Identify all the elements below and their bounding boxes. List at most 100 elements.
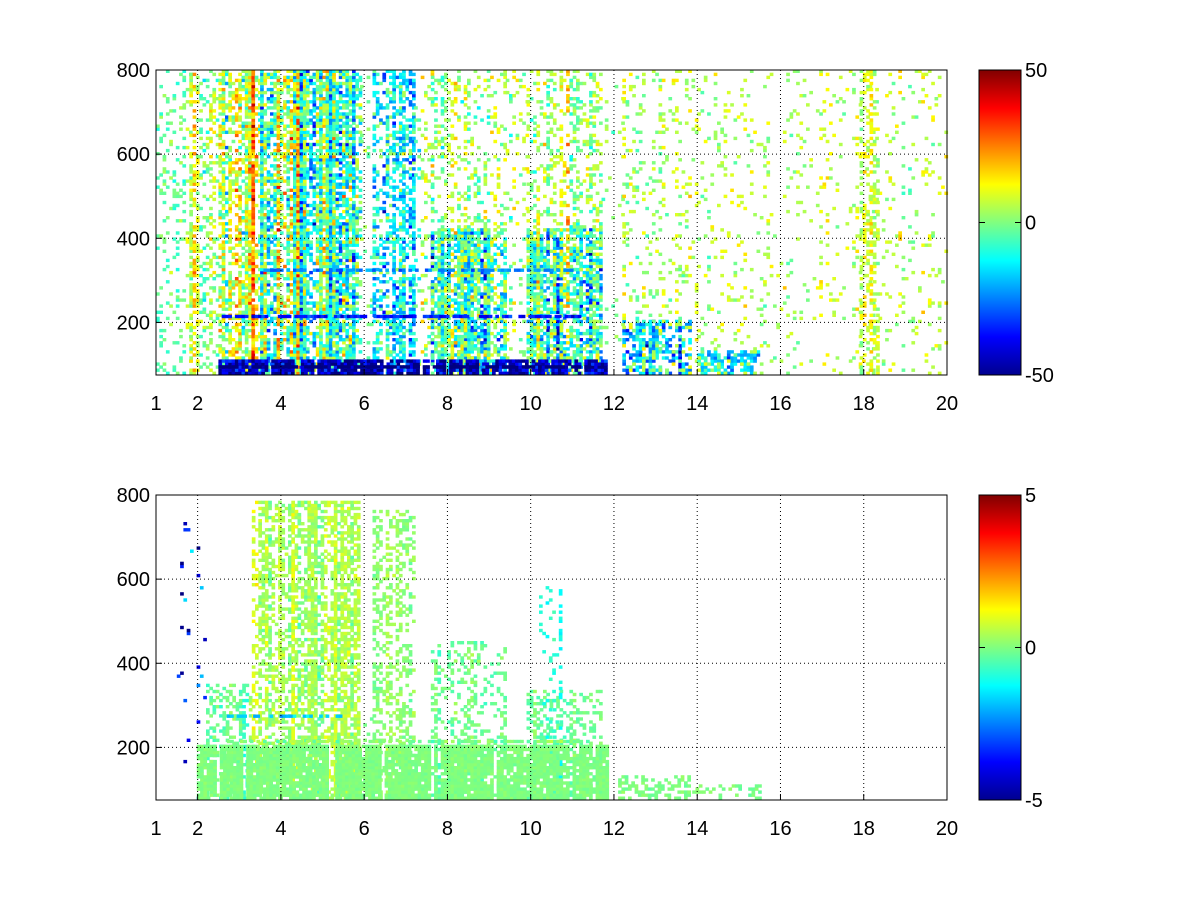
heatmap-cell xyxy=(312,280,317,284)
heatmap-cell xyxy=(457,240,461,244)
heatmap-cell xyxy=(325,231,330,235)
heatmap-cell xyxy=(328,81,333,86)
heatmap-cell xyxy=(270,222,274,226)
heatmap-cell xyxy=(195,75,200,80)
heatmap-cell xyxy=(412,307,416,311)
heatmap-cell xyxy=(182,78,187,83)
heatmap-cell xyxy=(244,334,249,339)
heatmap-cell xyxy=(382,264,387,269)
heatmap-cell xyxy=(260,225,264,229)
heatmap-cell xyxy=(199,249,203,253)
heatmap-cell xyxy=(460,261,465,266)
heatmap-cell xyxy=(296,148,300,153)
heatmap-cell xyxy=(319,191,323,195)
heatmap-cell xyxy=(241,264,246,269)
heatmap-cell xyxy=(296,310,300,314)
heatmap-cell xyxy=(260,273,264,278)
heatmap-cell xyxy=(328,118,333,122)
heatmap-cell xyxy=(440,325,445,330)
heatmap-cell xyxy=(260,124,264,128)
heatmap-cell xyxy=(260,338,264,342)
heatmap-cell xyxy=(234,328,239,333)
heatmap-cell xyxy=(258,194,262,199)
heatmap-cell xyxy=(254,161,259,165)
heatmap-cell xyxy=(486,298,491,302)
heatmap-cell xyxy=(260,234,264,238)
heatmap-cell xyxy=(266,121,271,125)
heatmap-cell xyxy=(332,252,336,256)
heatmap-cell xyxy=(182,69,187,73)
heatmap-cell xyxy=(309,161,313,165)
heatmap-cell xyxy=(260,216,264,220)
heatmap-cell xyxy=(328,112,333,116)
heatmap-cell xyxy=(372,234,377,238)
heatmap-cell xyxy=(162,133,167,138)
heatmap-cell xyxy=(338,325,343,330)
heatmap-cell xyxy=(402,331,406,336)
heatmap-cell xyxy=(325,203,330,208)
heatmap-cell xyxy=(338,94,343,98)
heatmap-cell xyxy=(228,78,232,83)
heatmap-cell xyxy=(312,261,317,266)
heatmap-cell xyxy=(266,72,271,77)
heatmap-cell xyxy=(398,328,403,333)
heatmap-cell xyxy=(299,237,304,241)
heatmap-cell xyxy=(375,267,380,272)
heatmap-cell xyxy=(286,124,291,128)
heatmap-cell xyxy=(490,243,494,247)
heatmap-cell xyxy=(412,298,416,302)
heatmap-cell xyxy=(228,328,232,333)
heatmap-cell xyxy=(305,286,310,290)
heatmap-cell xyxy=(312,200,317,205)
heatmap-cell xyxy=(417,148,422,153)
heatmap-cell xyxy=(460,328,465,333)
heatmap-cell xyxy=(463,261,468,266)
heatmap-cell xyxy=(266,100,271,104)
heatmap-cell xyxy=(372,133,377,138)
heatmap-cell xyxy=(319,280,323,284)
heatmap-cell xyxy=(305,325,310,330)
heatmap-cell xyxy=(348,124,353,128)
heatmap-cell xyxy=(345,84,350,89)
heatmap-cell xyxy=(192,267,197,272)
heatmap-cell xyxy=(302,142,307,147)
heatmap-cell xyxy=(266,130,271,134)
heatmap-cell xyxy=(273,194,277,199)
heatmap-cell xyxy=(234,277,239,281)
heatmap-cell xyxy=(352,170,356,174)
heatmap-cell xyxy=(444,334,448,339)
heatmap-cell xyxy=(315,176,320,180)
heatmap-cell xyxy=(260,118,264,122)
heatmap-cell xyxy=(266,133,271,138)
heatmap-cell xyxy=(260,106,264,110)
heatmap-cell xyxy=(408,350,413,354)
heatmap-cell xyxy=(221,286,226,290)
heatmap-cell xyxy=(225,69,229,73)
heatmap-cell xyxy=(486,228,491,232)
heatmap-cell xyxy=(332,356,336,360)
heatmap-cell xyxy=(273,179,277,183)
heatmap-cell xyxy=(289,206,294,211)
heatmap-cell xyxy=(309,295,313,299)
heatmap-cell xyxy=(195,219,200,223)
heatmap-cell xyxy=(332,255,336,260)
heatmap-cell xyxy=(212,97,217,101)
heatmap-cell xyxy=(342,270,346,275)
heatmap-cell xyxy=(244,213,249,217)
heatmap-cell xyxy=(299,264,304,269)
heatmap-cell xyxy=(286,328,291,333)
heatmap-cell xyxy=(228,246,232,250)
heatmap-cell xyxy=(251,69,256,73)
heatmap-cell xyxy=(238,228,242,232)
heatmap-cell xyxy=(348,148,353,153)
heatmap-cell xyxy=(348,270,353,275)
heatmap-cell xyxy=(372,310,377,314)
heatmap-cell xyxy=(241,161,246,165)
heatmap-cell xyxy=(312,152,317,156)
heatmap-cell xyxy=(302,90,307,95)
heatmap-cell xyxy=(355,216,359,220)
heatmap-cell xyxy=(266,371,271,375)
heatmap-cell xyxy=(296,209,300,214)
heatmap-cell xyxy=(293,319,297,324)
heatmap-cell xyxy=(279,273,284,278)
